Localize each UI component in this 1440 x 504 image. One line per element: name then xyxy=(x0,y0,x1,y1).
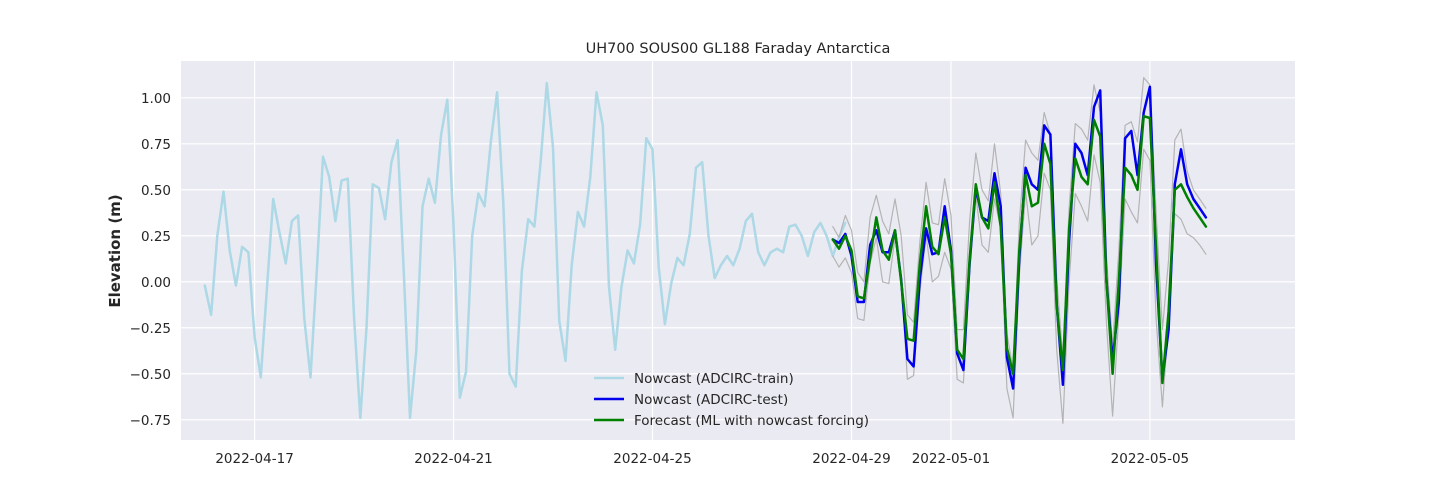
x-tick-label: 2022-04-21 xyxy=(414,451,492,467)
y-tick-label: −0.25 xyxy=(130,321,171,337)
y-tick-label: 0.75 xyxy=(141,137,171,153)
y-axis-label: Elevation (m) xyxy=(106,194,124,307)
legend: Nowcast (ADCIRC-train) Nowcast (ADCIRC-te… xyxy=(594,371,869,429)
y-tick-labels: 1.00 0.75 0.50 0.25 0.00 −0.25 −0.50 −0.75 xyxy=(130,91,171,429)
ensemble-line-1 xyxy=(832,76,1207,371)
x-tick-label: 2022-04-29 xyxy=(812,451,890,467)
series-line-5 xyxy=(831,114,1208,385)
series-layer xyxy=(203,76,1208,424)
chart-title: UH700 SOUS00 GL188 Faraday Antarctica xyxy=(586,41,891,57)
y-tick-label: 0.50 xyxy=(141,183,171,199)
series-line-1 xyxy=(203,81,847,420)
grid-lines xyxy=(181,61,1295,440)
x-tick-label: 2022-05-05 xyxy=(1111,451,1189,467)
x-tick-label: 2022-04-25 xyxy=(613,451,691,467)
y-tick-label: −0.50 xyxy=(130,367,171,383)
x-tick-labels: 2022-04-17 2022-04-21 2022-04-25 2022-04-29… xyxy=(215,451,1189,467)
y-tick-label: −0.75 xyxy=(130,413,171,429)
y-tick-label: 0.00 xyxy=(141,275,171,291)
x-tick-label: 2022-04-17 xyxy=(215,451,293,467)
legend-label: Nowcast (ADCIRC-test) xyxy=(634,392,788,408)
y-tick-label: 1.00 xyxy=(141,91,171,107)
legend-label: Nowcast (ADCIRC-train) xyxy=(634,371,794,387)
legend-label: Forecast (ML with nowcast forcing) xyxy=(634,413,869,429)
x-tick-label: 2022-05-01 xyxy=(912,451,990,467)
y-tick-label: 0.25 xyxy=(141,229,171,245)
